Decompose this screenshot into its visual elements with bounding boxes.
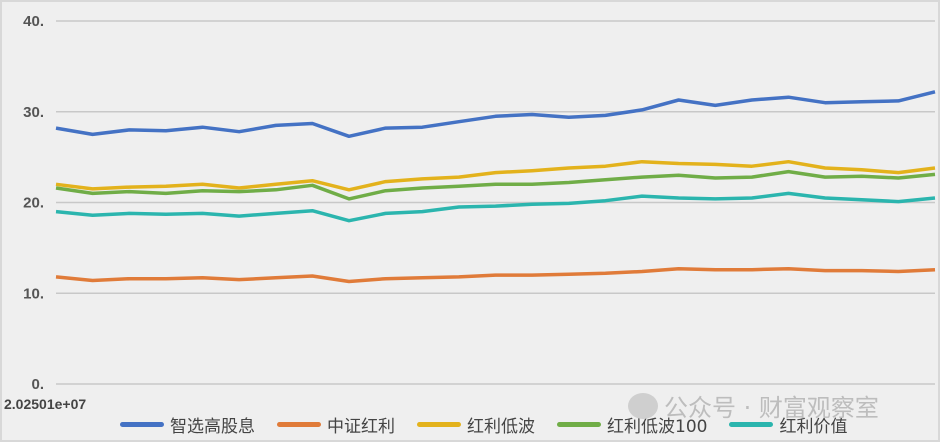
watermark-text: 公众号 · 财富观察室 — [664, 394, 879, 422]
y-tick-label: 20. — [23, 195, 44, 212]
legend-item: 红利价值 — [729, 412, 847, 437]
series-line — [55, 191, 936, 223]
y-tick-label: 30. — [23, 104, 44, 121]
legend-swatch — [417, 422, 461, 427]
series-line — [55, 90, 936, 139]
y-tick-label: 40. — [23, 13, 44, 30]
watermark: 公众号 · 财富观察室 — [628, 388, 879, 423]
legend-swatch — [557, 422, 601, 427]
series-line — [55, 169, 936, 201]
legend-label: 中证红利 — [327, 417, 395, 437]
legend: 智选高股息 中证红利 红利低波 红利低波100 红利价值 — [120, 412, 847, 437]
series-line — [55, 266, 936, 284]
legend-item: 中证红利 — [277, 412, 395, 437]
y-tick-label: 10. — [23, 285, 44, 302]
legend-swatch — [729, 422, 774, 427]
legend-label: 红利价值 — [779, 417, 848, 437]
legend-label: 智选高股息 — [170, 417, 255, 437]
legend-item: 红利低波 — [417, 412, 535, 437]
legend-swatch — [120, 422, 164, 427]
legend-label: 红利低波 — [467, 417, 535, 437]
y-tick-label: 0. — [31, 376, 44, 393]
legend-label: 红利低波100 — [607, 417, 708, 437]
legend-item: 红利低波100 — [557, 412, 707, 437]
legend-swatch — [277, 422, 321, 427]
series-line — [55, 159, 936, 192]
legend-item: 智选高股息 — [120, 412, 255, 437]
x-tick-label: 2.02501e+07 — [4, 396, 87, 412]
wechat-icon — [628, 392, 658, 419]
